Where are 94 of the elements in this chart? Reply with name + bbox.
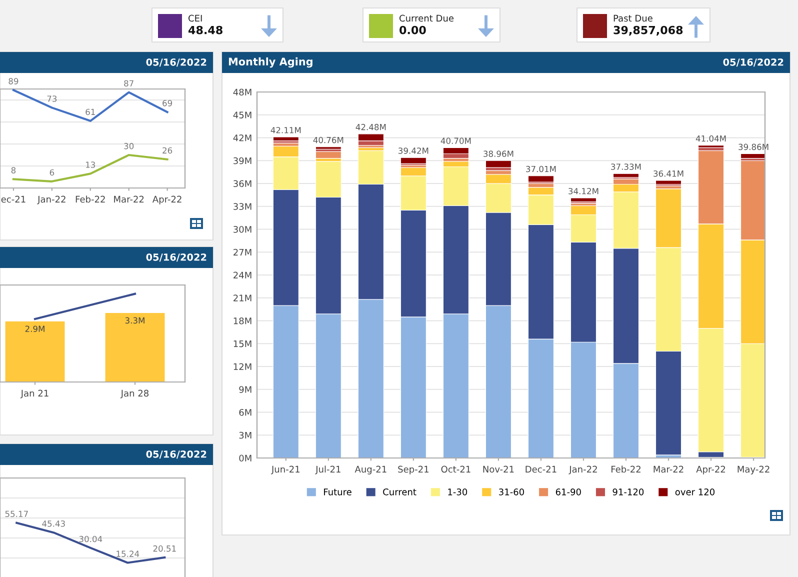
- legend-label: 61-90: [556, 488, 581, 496]
- data-label: 8: [11, 167, 16, 174]
- total-label: 39.42M: [398, 148, 428, 154]
- y-tick-label: 30M: [234, 226, 252, 233]
- x-tick-label: Jan 21: [20, 390, 48, 398]
- data-label: 15.24: [116, 550, 140, 557]
- y-tick-label: 48M: [233, 88, 252, 96]
- y-tick-label: 15M: [234, 340, 252, 348]
- text: 0.00: [400, 26, 426, 34]
- text: Current Due: [400, 14, 454, 22]
- data-label: 3.3M: [125, 317, 144, 324]
- total-label: 40.70M: [440, 138, 471, 144]
- total-label: 39.86M: [738, 144, 768, 150]
- x-tick-label: Apr-22: [152, 196, 182, 204]
- y-tick-label: 18M: [234, 317, 252, 324]
- y-tick-label: 0M: [239, 454, 252, 462]
- y-tick-label: 24M: [234, 272, 252, 278]
- text: 05/16/2022: [723, 58, 784, 67]
- bar: [740, 153, 765, 159]
- total-label: 41.04M: [696, 135, 726, 142]
- x-tick-label: Apr-22: [696, 466, 725, 474]
- y-tick-label: 39M: [234, 157, 252, 164]
- y-tick-label: 3M: [239, 432, 252, 439]
- y-tick-label: 36M: [234, 180, 252, 188]
- bar: [442, 147, 469, 154]
- y-tick-label: 42M: [233, 134, 252, 142]
- x-tick-label: Jul-21: [315, 466, 340, 474]
- chart-title: Monthly Aging: [228, 57, 312, 68]
- y-tick-label: 21M: [234, 294, 252, 302]
- y-tick-label: 6M: [239, 408, 252, 416]
- x-tick-label: Mar-22: [114, 196, 144, 203]
- bar: [272, 136, 299, 142]
- y-tick-label: 27M: [234, 248, 252, 256]
- total-label: 37.33M: [611, 164, 641, 170]
- x-tick-label: Feb-22: [76, 196, 105, 203]
- legend-label: 91-120: [612, 488, 644, 496]
- data-label: 55.17: [5, 510, 28, 518]
- x-tick-label: Jan-22: [568, 466, 597, 474]
- x-tick-label: Mar-22: [654, 466, 684, 473]
- legend-label: 1-30: [448, 488, 468, 496]
- data-label: 6: [50, 169, 54, 176]
- x-tick-label: Jun-21: [271, 466, 300, 474]
- total-label: 42.48M: [356, 124, 386, 130]
- x-tick-label: ec-21: [1, 196, 26, 203]
- data-label: 13: [86, 162, 96, 168]
- x-tick-label: Sep-21: [398, 466, 428, 474]
- x-tick-label: Jan-22: [37, 196, 66, 204]
- total-label: 36.41M: [654, 170, 684, 177]
- legend-label: 31-60: [499, 488, 524, 496]
- text: 05/16/2022: [146, 253, 206, 262]
- total-label: 40.76M: [313, 136, 344, 144]
- bar: [315, 146, 342, 150]
- bar: [612, 173, 640, 178]
- bar: [358, 134, 384, 142]
- data-label: 20.51: [153, 545, 176, 552]
- bar: [400, 157, 426, 164]
- bar: [698, 145, 724, 148]
- data-label: 89: [8, 78, 18, 84]
- text: 05/16/2022: [146, 450, 206, 459]
- data-label: 2.9M: [25, 326, 44, 332]
- x-tick-label: Feb-22: [612, 466, 640, 473]
- total-label: 38.96M: [484, 150, 514, 157]
- text: CEI: [188, 14, 202, 22]
- x-tick-label: Dec-21: [526, 466, 556, 473]
- total-label: 34.12M: [568, 188, 598, 194]
- data-label: 30: [124, 142, 134, 150]
- bar: [570, 198, 597, 202]
- text: 48.48: [188, 26, 222, 34]
- legend-label: Future: [324, 488, 352, 496]
- data-label: 26: [162, 147, 172, 154]
- y-tick-label: 45M: [233, 112, 252, 118]
- data-label: 45.43: [42, 520, 65, 527]
- data-label: 30.04: [79, 536, 102, 542]
- y-tick-label: 9M: [239, 386, 252, 393]
- x-tick-label: Oct-21: [441, 466, 470, 473]
- x-tick-label: Nov-21: [483, 466, 514, 473]
- legend-label: over 120: [675, 488, 715, 496]
- data-label: 69: [162, 100, 172, 106]
- total-label: 37.01M: [526, 166, 556, 172]
- total-label: 42.11M: [270, 126, 301, 134]
- bar: [485, 160, 512, 168]
- x-tick-label: Jan 28: [120, 390, 149, 398]
- bar: [655, 180, 682, 185]
- text: 05/16/2022: [146, 58, 206, 67]
- text: Past Due: [614, 14, 652, 22]
- x-tick-label: May-22: [738, 466, 770, 474]
- x-tick-label: Aug-21: [354, 466, 386, 474]
- y-tick-label: 12M: [234, 363, 252, 370]
- y-tick-label: 33M: [234, 203, 252, 210]
- legend-label: Current: [383, 488, 416, 496]
- data-label: 61: [86, 108, 95, 116]
- data-label: 73: [47, 96, 57, 102]
- data-label: 87: [124, 80, 134, 87]
- text: 39,857,068: [614, 26, 683, 36]
